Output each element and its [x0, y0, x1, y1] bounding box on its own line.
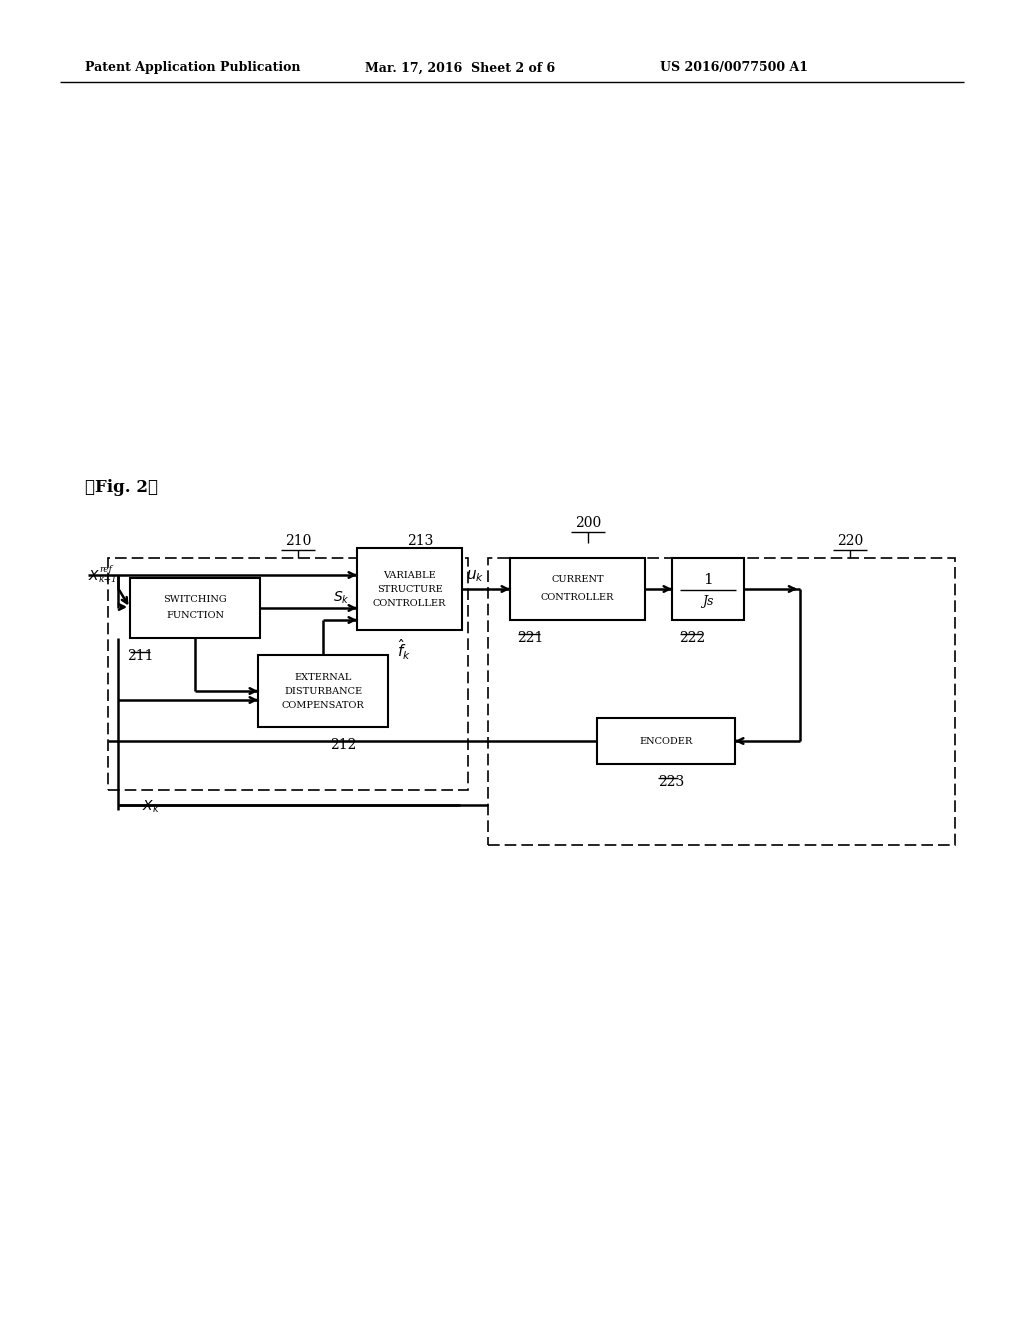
Text: US 2016/0077500 A1: US 2016/0077500 A1 [660, 62, 808, 74]
Text: 223: 223 [657, 775, 684, 789]
Text: 210: 210 [285, 535, 311, 548]
Text: 211: 211 [127, 649, 154, 663]
Text: Js: Js [702, 595, 714, 609]
Bar [488, 558, 955, 845]
Text: 【Fig. 2】: 【Fig. 2】 [85, 479, 158, 496]
Text: $\hat{f}_k$: $\hat{f}_k$ [397, 638, 411, 663]
Text: CURRENT: CURRENT [551, 576, 604, 585]
Text: 1: 1 [703, 573, 713, 587]
Text: 221: 221 [517, 631, 543, 645]
Text: $X$: $X$ [88, 569, 100, 583]
Text: $S_k$: $S_k$ [333, 590, 350, 606]
Text: DISTURBANCE: DISTURBANCE [284, 686, 362, 696]
Text: 212: 212 [330, 738, 356, 752]
Text: CONTROLLER: CONTROLLER [373, 598, 446, 607]
Text: ENCODER: ENCODER [639, 737, 692, 746]
Bar [108, 558, 468, 789]
Text: 213: 213 [407, 535, 433, 548]
Text: VARIABLE: VARIABLE [383, 570, 436, 579]
Text: COMPENSATOR: COMPENSATOR [282, 701, 365, 710]
Text: $X_k$: $X_k$ [142, 799, 160, 816]
Text: CONTROLLER: CONTROLLER [541, 594, 614, 602]
Text: STRUCTURE: STRUCTURE [377, 585, 442, 594]
Text: FUNCTION: FUNCTION [166, 611, 224, 620]
Text: k+1: k+1 [99, 574, 118, 583]
Text: 222: 222 [679, 631, 706, 645]
Text: SWITCHING: SWITCHING [163, 595, 226, 605]
Text: 200: 200 [574, 516, 601, 531]
Text: EXTERNAL: EXTERNAL [294, 672, 351, 681]
Bar [357, 548, 462, 630]
Text: Mar. 17, 2016  Sheet 2 of 6: Mar. 17, 2016 Sheet 2 of 6 [365, 62, 555, 74]
Text: ref: ref [99, 565, 112, 573]
Text: Patent Application Publication: Patent Application Publication [85, 62, 300, 74]
Bar [597, 718, 735, 764]
Bar [672, 558, 744, 620]
Text: $u_k$: $u_k$ [466, 568, 484, 583]
Bar [510, 558, 645, 620]
Bar [258, 655, 388, 727]
Text: 220: 220 [837, 535, 863, 548]
Bar [130, 578, 260, 638]
